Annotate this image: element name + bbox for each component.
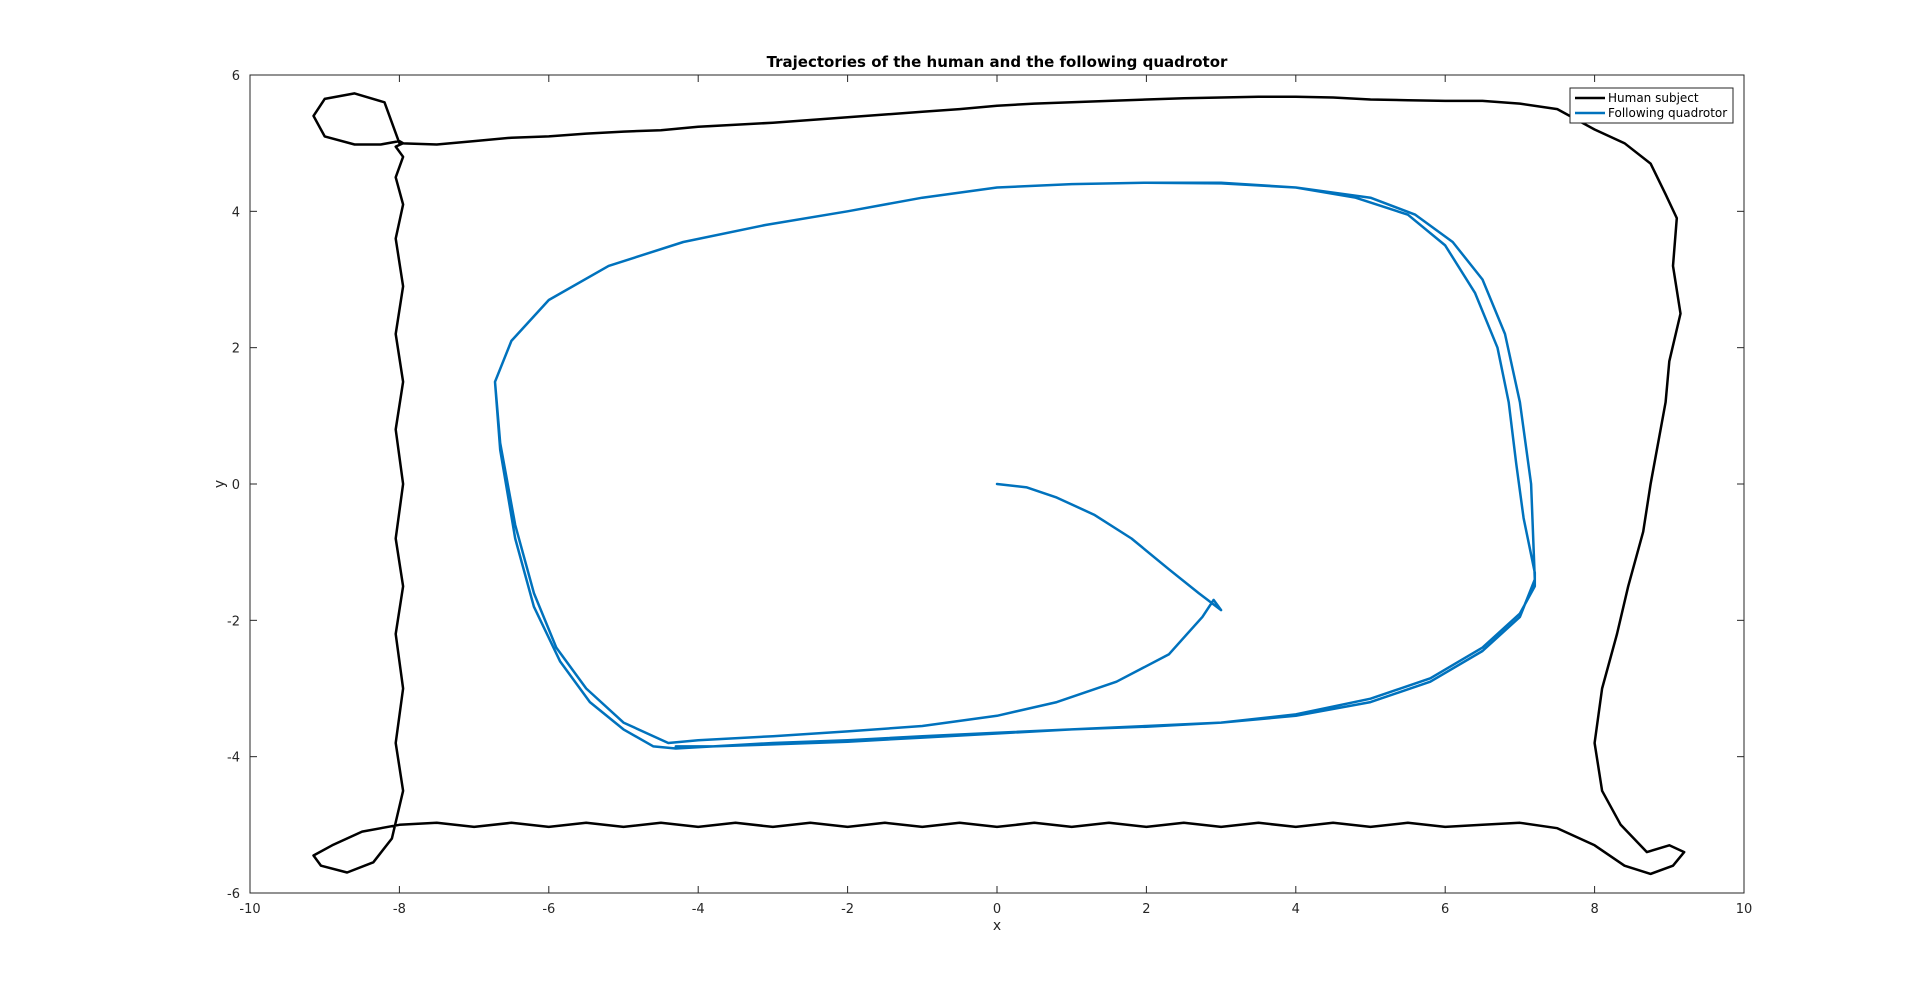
y-tick-label: -2: [227, 614, 240, 629]
chart-title: Trajectories of the human and the follow…: [767, 53, 1228, 71]
x-tick-label: 6: [1441, 902, 1449, 917]
legend-box: [1569, 87, 1734, 124]
x-tick-label: -10: [239, 902, 260, 917]
y-tick-label: -6: [227, 887, 240, 902]
x-tick-label: 2: [1142, 902, 1150, 917]
x-tick-label: 4: [1292, 902, 1300, 917]
y-tick-label: 2: [232, 342, 240, 357]
x-tick-label: 0: [993, 902, 1001, 917]
y-tick-label: 0: [232, 478, 240, 493]
series-line-human-subject: [312, 92, 1686, 876]
x-tick-label: -6: [542, 902, 555, 917]
x-tick-label: -4: [692, 902, 705, 917]
y-tick-label: 6: [232, 69, 240, 84]
y-tick-label: 4: [232, 205, 240, 220]
tick-layer: -10 -8 -6 -4 -2 0 2 4 6 8 10 -6 -4 -2 0 2 4 6: [227, 69, 1752, 917]
x-tick-label: -2: [841, 902, 854, 917]
y-tick-label: -4: [227, 751, 240, 766]
series-layer: [312, 92, 1686, 876]
x-tick-label: 10: [1736, 902, 1753, 917]
x-tick-label: 8: [1590, 902, 1598, 917]
x-axis-label: x: [993, 918, 1001, 934]
legend-label-quadrotor: Following quadrotor: [1608, 106, 1727, 120]
legend-label-human: Human subject: [1608, 91, 1699, 105]
series-line-following-quadrotor: [493, 181, 1537, 750]
y-axis-label: y: [212, 480, 228, 488]
legend: Human subject Following quadrotor: [1569, 87, 1734, 124]
x-tick-label: -8: [393, 902, 406, 917]
